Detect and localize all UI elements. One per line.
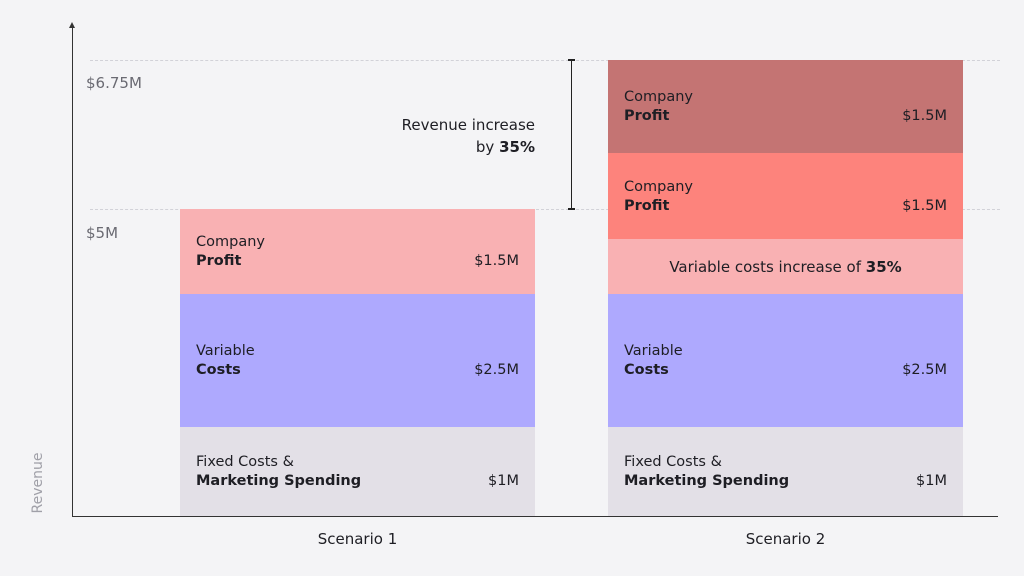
segment-line2: Costs — [196, 362, 241, 378]
scenario-label: Scenario 1 — [317, 530, 398, 548]
annotation-bold: 35% — [499, 138, 535, 156]
bracket — [571, 60, 572, 209]
guide-line — [90, 60, 1000, 61]
segment: Variable Costs $2.5M — [608, 294, 963, 427]
segment-text: Variable costs increase of — [669, 257, 861, 276]
annotation-line: by 35% — [335, 136, 535, 158]
axis-arrow — [69, 22, 75, 28]
segment: Company Profit $1.5M — [608, 60, 963, 153]
segment-line2: Marketing Spending — [196, 473, 362, 489]
segment-line2: Costs — [624, 362, 669, 378]
segment: Variable costs increase of 35% — [608, 239, 963, 294]
segment-line1: Fixed Costs & — [624, 454, 722, 470]
bracket-end — [568, 59, 575, 61]
scenario-label: Scenario 2 — [745, 530, 826, 548]
segment-value: $1.5M — [474, 253, 519, 269]
segment-value: $2.5M — [902, 362, 947, 378]
segment-line2: Profit — [196, 253, 242, 269]
annotation-text: by — [475, 138, 495, 156]
annotation: Revenue increase by 35% — [335, 114, 535, 158]
segment: Fixed Costs & Marketing Spending $1M — [180, 427, 535, 516]
segment: Fixed Costs & Marketing Spending $1M — [608, 427, 963, 516]
segment-line1: Variable — [624, 343, 683, 359]
segment-line1: Company — [196, 234, 265, 250]
x-axis — [72, 516, 998, 517]
segment-line1: Variable — [196, 343, 255, 359]
segment: Company Profit $1.5M — [608, 153, 963, 239]
segment-value: $1.5M — [902, 108, 947, 124]
y-axis — [72, 26, 73, 516]
segment-bold: 35% — [865, 257, 902, 276]
segment: Company Profit $1.5M — [180, 209, 535, 294]
segment-value: $2.5M — [474, 362, 519, 378]
segment-value: $1.5M — [902, 197, 947, 214]
segment-line2: Marketing Spending — [624, 473, 790, 489]
annotation-line: Revenue increase — [401, 116, 535, 134]
segment-value: $1M — [488, 473, 519, 489]
level-label: $6.75M — [86, 74, 142, 92]
y-axis-label: Revenue — [30, 452, 46, 514]
segment-line1: Company — [624, 89, 693, 105]
segment-label: Variable costs increase of 35% — [669, 258, 901, 276]
guide-line — [90, 209, 1000, 210]
segment-line1: Fixed Costs & — [196, 454, 294, 470]
bracket-end — [568, 208, 575, 210]
segment-line2: Profit — [624, 108, 670, 124]
segment: Variable Costs $2.5M — [180, 294, 535, 427]
segment-line2: Profit — [624, 197, 670, 214]
segment-line1: Company — [624, 178, 693, 195]
segment-value: $1M — [916, 473, 947, 489]
level-label: $5M — [86, 224, 119, 242]
